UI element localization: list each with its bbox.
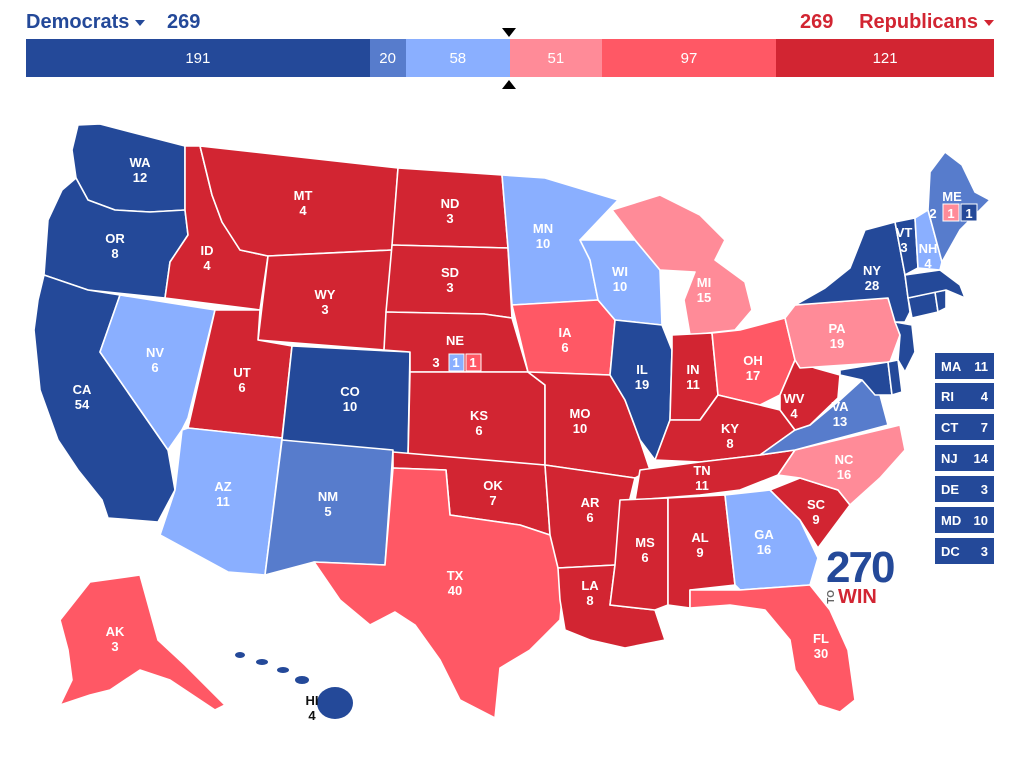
small-state-ct[interactable]: CT 7 <box>935 414 994 440</box>
state-nh[interactable] <box>914 209 943 271</box>
democrats-total: 269 <box>167 11 201 33</box>
republicans-dropdown[interactable]: Republicans <box>859 11 994 34</box>
state-co[interactable] <box>281 345 411 456</box>
chevron-down-icon <box>984 19 994 26</box>
state-hi[interactable] <box>235 652 353 719</box>
state-nm[interactable] <box>264 439 394 576</box>
small-state-abbr: NJ <box>941 450 958 466</box>
state-nj[interactable] <box>894 321 916 373</box>
republicans-total: 269 <box>800 11 834 33</box>
small-state-ev: 3 <box>980 481 988 497</box>
state-pa[interactable] <box>784 297 901 369</box>
state-tx[interactable] <box>313 467 566 719</box>
label-hi-abbr: HI <box>306 693 319 708</box>
bar-segment-safe-dem: 191 <box>26 39 370 77</box>
small-state-abbr: CT <box>941 419 959 435</box>
270towin-logo: 270 TO WIN <box>826 543 895 609</box>
header: Democrats 269 269 Republicans <box>0 0 1024 40</box>
small-state-ev: 11 <box>974 358 988 374</box>
logo-to: TO <box>826 590 837 604</box>
state-ak[interactable] <box>59 574 226 711</box>
small-state-abbr: MA <box>941 358 962 374</box>
state-sd[interactable] <box>385 244 513 319</box>
state-ks[interactable] <box>407 371 546 466</box>
bar-segment-likely-rep: 97 <box>601 39 777 77</box>
small-state-ev: 10 <box>973 512 988 528</box>
small-state-de[interactable]: DE 3 <box>935 476 994 502</box>
bar-segment-lean-rep: 51 <box>509 39 602 77</box>
state-nc[interactable] <box>777 424 906 506</box>
state-nd[interactable] <box>391 167 509 249</box>
state-de[interactable] <box>887 359 903 396</box>
state-fl[interactable] <box>689 584 856 713</box>
small-state-ri[interactable]: RI 4 <box>935 383 994 409</box>
state-wy[interactable] <box>257 249 393 351</box>
small-state-ev: 4 <box>980 388 988 404</box>
state-mi[interactable] <box>611 194 753 336</box>
small-state-md[interactable]: MD 10 <box>935 507 994 533</box>
small-state-abbr: RI <box>941 388 954 404</box>
small-state-abbr: DE <box>941 481 960 497</box>
small-state-ev: 14 <box>973 450 988 466</box>
republicans-label: Republicans <box>859 11 978 33</box>
label-hi-ev: 4 <box>308 708 316 723</box>
small-state-nj[interactable]: NJ 14 <box>935 445 994 471</box>
electoral-vote-bar: 191 20 58 51 97 121 <box>26 39 994 77</box>
logo-win: WIN <box>838 586 877 608</box>
small-state-ev: 3 <box>980 543 988 559</box>
ne-district-3[interactable] <box>465 353 482 372</box>
me-district-2[interactable] <box>942 203 960 222</box>
democrats-dropdown[interactable]: Democrats <box>26 11 146 34</box>
small-state-abbr: DC <box>941 543 960 559</box>
me-district-1[interactable] <box>960 203 978 222</box>
ne-district-2[interactable] <box>448 353 465 372</box>
small-state-ev: 7 <box>980 419 988 435</box>
state-wa[interactable] <box>71 123 186 213</box>
majority-marker-bottom-icon <box>502 80 516 89</box>
state-ia[interactable] <box>511 299 616 376</box>
bar-segment-safe-rep: 121 <box>776 39 994 77</box>
democrats-label: Democrats <box>26 11 130 33</box>
bar-segment-lean-dem: 58 <box>405 39 510 77</box>
small-state-ma[interactable]: MA 11 <box>935 353 994 379</box>
small-state-dc[interactable]: DC 3 <box>935 538 994 564</box>
state-ms[interactable] <box>609 497 669 611</box>
state-az[interactable] <box>159 427 283 576</box>
chevron-down-icon <box>135 19 146 26</box>
small-state-abbr: MD <box>941 512 962 528</box>
logo-number: 270 <box>826 543 895 592</box>
majority-marker-top-icon <box>502 28 516 37</box>
bar-segment-likely-dem: 20 <box>369 39 406 77</box>
us-electoral-map: WA 12 OR 8 CA 54 ID 4 MT 4 NV 6 WY 3 UT … <box>33 123 991 723</box>
